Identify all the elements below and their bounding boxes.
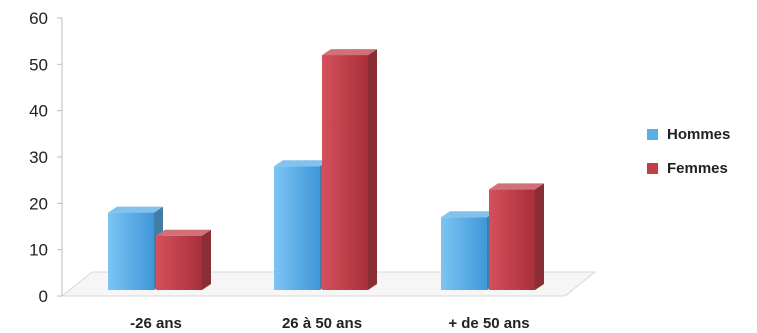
legend-item-femmes: Femmes [647,158,730,178]
x-category-label: -26 ans [130,315,182,332]
y-tick-label: 10 [29,241,48,260]
bar-femmes-1 [156,229,211,290]
bars-group [108,49,544,290]
bar-front [108,212,154,290]
bar-front [441,217,487,290]
bar-hommes-2 [274,160,329,290]
y-tick-label: 50 [29,55,48,74]
y-tick-label: 0 [39,287,48,306]
bar-hommes-1 [108,206,163,290]
y-tick-label: 40 [29,102,48,121]
bar-femmes-2 [322,49,377,290]
y-tick-label: 60 [29,9,48,28]
bar-hommes-3 [441,211,496,290]
bar-top [441,211,496,218]
legend-swatch-femmes [647,162,658,174]
bar-top [156,229,211,236]
bar-front [274,166,320,290]
bar-top [108,206,163,213]
bar-side [535,183,544,290]
legend: Hommes Femmes [647,124,730,192]
bar-front [322,55,368,290]
bar-side [202,229,211,290]
legend-label-hommes: Hommes [667,125,731,143]
bar-top [322,49,377,56]
x-category-label: + de 50 ans [448,315,529,332]
y-tick-label: 30 [29,148,48,167]
bar-front [156,235,202,290]
category-labels: -26 ans 26 à 50 ans + de 50 ans [130,315,530,332]
y-axis: 0 10 20 30 40 50 60 [29,9,63,306]
bar-front [489,189,535,290]
bar-side [368,49,377,290]
bar-top [274,160,329,167]
legend-label-femmes: Femmes [667,159,728,177]
legend-swatch-hommes [647,128,658,140]
legend-item-hommes: Hommes [647,124,730,144]
bar-top [489,183,544,190]
bar-femmes-3 [489,183,544,290]
x-category-label: 26 à 50 ans [282,315,362,332]
y-tick-label: 20 [29,194,48,213]
